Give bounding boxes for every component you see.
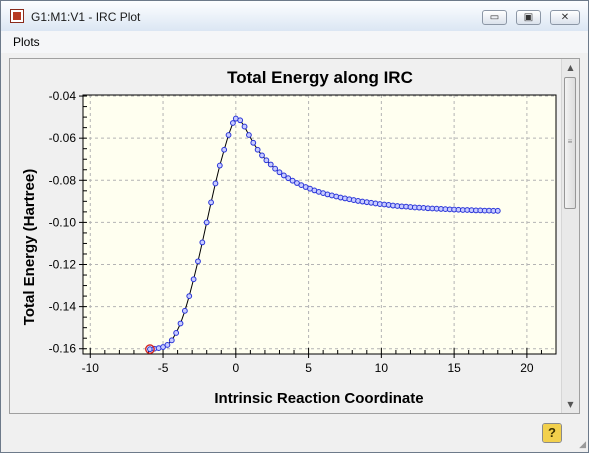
maximize-button[interactable]: ▣ xyxy=(516,10,541,25)
data-point xyxy=(230,120,236,126)
resize-grip-icon[interactable]: ◢ xyxy=(579,440,586,450)
data-point xyxy=(285,175,292,182)
y-tick-label: -0.06 xyxy=(49,131,77,145)
data-point xyxy=(276,169,283,176)
maximize-icon: ▣ xyxy=(523,12,534,23)
minimize-button[interactable]: ▭ xyxy=(482,10,507,25)
plot-background xyxy=(83,95,556,354)
y-axis-title: Total Energy (Hartree) xyxy=(21,169,38,325)
y-tick-label: -0.04 xyxy=(49,89,77,103)
vertical-scrollbar[interactable]: ▲ ≡ ▼ xyxy=(561,59,579,413)
data-point xyxy=(177,320,184,327)
data-point xyxy=(173,330,180,336)
data-point xyxy=(190,276,197,283)
data-point xyxy=(263,157,270,164)
y-tick-label: -0.12 xyxy=(49,258,77,272)
gaussview-app-icon[interactable] xyxy=(10,9,24,23)
data-point xyxy=(289,177,296,184)
data-point xyxy=(212,180,219,187)
x-tick-label: -5 xyxy=(158,361,169,375)
irc-chart[interactable]: Total Energy along IRC Total Energy (Har… xyxy=(10,59,562,413)
data-point xyxy=(181,307,188,314)
x-axis-title: Intrinsic Reaction Coordinate xyxy=(214,390,423,407)
data-point xyxy=(203,219,210,226)
window-title: G1:M1:V1 - IRC Plot xyxy=(31,10,141,24)
data-point xyxy=(199,239,206,246)
y-tick-label: -0.10 xyxy=(49,215,77,229)
x-tick-label: 15 xyxy=(447,361,461,375)
grip-icon: ≡ xyxy=(567,137,573,146)
data-point xyxy=(246,132,252,138)
minimize-icon: ▭ xyxy=(489,12,500,23)
chart-title: Total Energy along IRC xyxy=(227,68,413,87)
data-point xyxy=(208,199,214,206)
menu-plots[interactable]: Plots xyxy=(13,35,40,49)
scrollbar-thumb[interactable]: ≡ xyxy=(564,77,576,209)
x-tick-label: 20 xyxy=(520,361,534,375)
data-point xyxy=(241,123,248,130)
close-button[interactable]: ✕ xyxy=(550,10,580,25)
y-tick-label: -0.14 xyxy=(49,300,77,314)
close-icon: ✕ xyxy=(560,12,570,23)
data-point xyxy=(164,342,171,348)
data-point xyxy=(168,337,175,344)
data-point xyxy=(280,172,287,179)
y-tick-label: -0.16 xyxy=(49,342,77,356)
data-point xyxy=(272,165,279,172)
data-point xyxy=(250,139,257,146)
data-point xyxy=(186,293,193,299)
scroll-up-icon[interactable]: ▲ xyxy=(567,63,574,72)
data-point xyxy=(221,146,228,153)
x-tick-label: 10 xyxy=(375,361,389,375)
x-tick-label: 0 xyxy=(232,361,239,375)
x-tick-label: -10 xyxy=(82,361,100,375)
data-point xyxy=(494,207,501,214)
title-bar[interactable]: G1:M1:V1 - IRC Plot ▭ ▣ ✕ xyxy=(1,1,588,32)
data-point xyxy=(259,152,265,159)
scroll-down-icon[interactable]: ▼ xyxy=(567,400,574,409)
plot-area: -10 -5 0 5 10 15 20 -0.16 -0.14 -0.12 -0.10 -0.08 -0… xyxy=(49,89,557,375)
current-point-marker xyxy=(145,344,155,355)
data-point xyxy=(237,117,244,124)
help-icon: ? xyxy=(543,424,561,442)
data-point xyxy=(195,258,201,265)
x-tick-label: 5 xyxy=(305,361,312,375)
plot-panel: Total Energy along IRC Total Energy (Har… xyxy=(9,58,580,414)
y-tick-label: -0.08 xyxy=(49,173,77,187)
data-point xyxy=(267,161,274,168)
data-point xyxy=(225,132,232,138)
data-point xyxy=(216,162,223,169)
help-button[interactable]: ? xyxy=(542,423,562,443)
menu-bar: Plots xyxy=(1,31,588,53)
data-point xyxy=(254,146,261,153)
plot-frame xyxy=(82,94,557,355)
